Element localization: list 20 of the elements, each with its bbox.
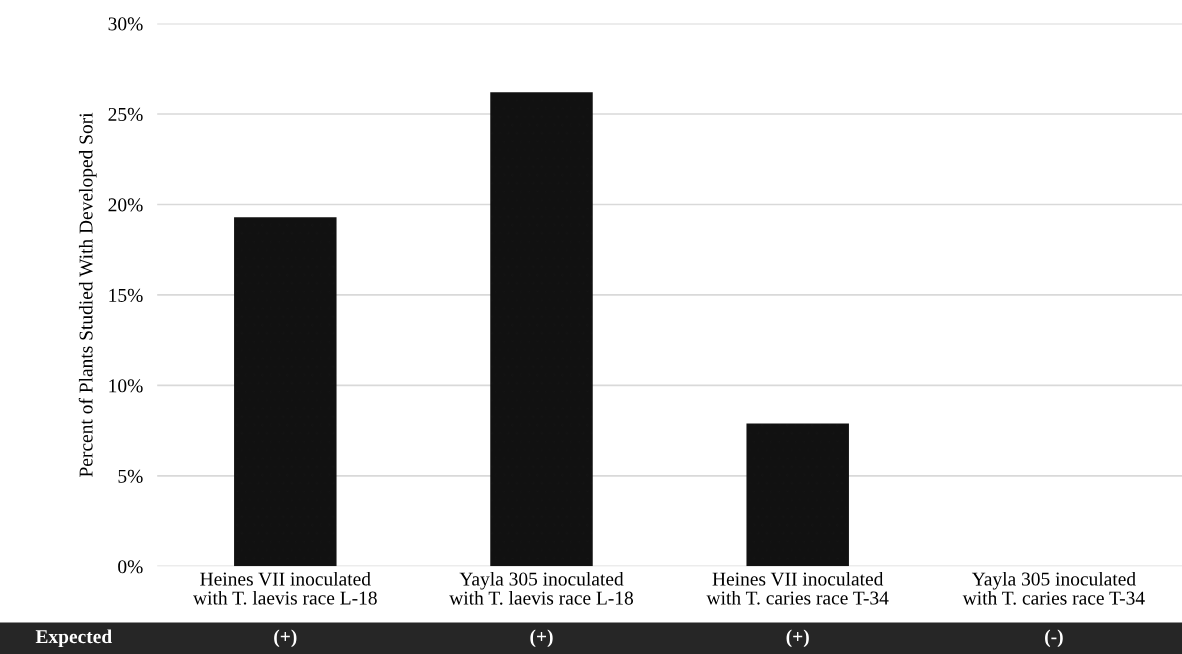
- y-tick-label: 10%: [109, 379, 143, 393]
- x-tick-label: Heines VII inoculated with T. laevis race L-18: [193, 571, 377, 605]
- y-axis-title: Percent of Plants Studied With Developed Sori: [78, 112, 97, 477]
- x-tick-label: Heines VII inoculated with T. caries race T-34: [706, 571, 889, 605]
- y-tick-label: 25%: [108, 107, 143, 122]
- bar: [490, 92, 593, 567]
- text: (+): [530, 629, 553, 648]
- text: (+): [274, 629, 297, 648]
- y-tick-label: 30%: [108, 17, 143, 31]
- y-tick-label: 5%: [118, 469, 143, 483]
- bar: [746, 423, 849, 567]
- text: Expected: [35, 629, 112, 648]
- text: (+): [786, 629, 809, 648]
- x-tick-label: Yayla 305 inoculated with T. laevis race L-18: [449, 571, 634, 605]
- text: (-): [1045, 629, 1063, 648]
- x-tick-label: Yayla 305 inoculated with T. caries race T-34: [962, 571, 1145, 605]
- y-tick-label: 20%: [108, 198, 143, 212]
- bar: [234, 217, 337, 567]
- y-tick-label: 0%: [118, 560, 143, 574]
- y-tick-label: 15%: [109, 288, 143, 302]
